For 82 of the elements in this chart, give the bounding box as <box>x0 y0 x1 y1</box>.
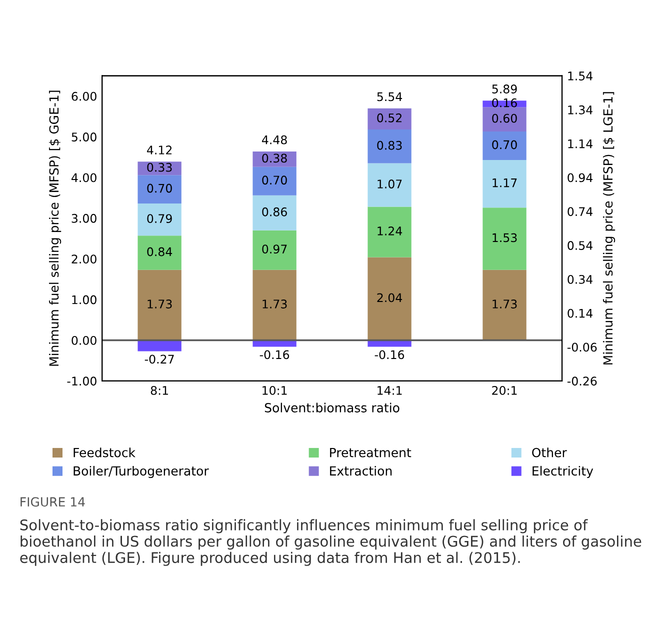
y2-tick-label: 0.14 <box>568 308 593 318</box>
legend-label: Other <box>532 448 567 458</box>
data-label: -0.16 <box>260 350 290 360</box>
y2-tick-label: 0.74 <box>568 207 593 216</box>
bar <box>252 230 296 270</box>
data-label: 0.70 <box>262 176 287 185</box>
y-axis-title: Minimum fuel selling price (MFSP) [$ GGE-1] <box>49 90 62 366</box>
y-tick-label: 6.00 <box>72 92 96 101</box>
legend-label: Pretreatment <box>330 448 412 458</box>
x-tick-label: 10:1 <box>262 386 287 395</box>
bar <box>138 204 182 236</box>
legend-label: Boiler/Turbogenerator <box>74 466 209 478</box>
data-label: 1.24 <box>378 226 402 236</box>
y-tick-label: -1.00 <box>67 376 96 386</box>
data-label: 0.16 <box>492 98 517 108</box>
bar <box>368 163 412 207</box>
y-tick-label: 3.00 <box>72 214 96 223</box>
y2-tick-label: 1.54 <box>568 72 593 80</box>
y-tick-label: 4.00 <box>72 173 96 182</box>
data-label: 0.83 <box>377 140 402 150</box>
y-tick-label: 5.00 <box>72 132 96 142</box>
y2-tick-label: -0.26 <box>567 376 597 386</box>
legend-label: Electricity <box>532 466 594 478</box>
data-label: 1.07 <box>378 180 402 188</box>
bar <box>252 195 296 230</box>
data-label: 1.17 <box>492 178 517 188</box>
x-tick-label: 8:1 <box>150 386 168 395</box>
data-label: 1.73 <box>492 300 517 308</box>
y2-tick-label: 1.34 <box>568 105 593 114</box>
total-label: 4.48 <box>262 135 287 144</box>
bar <box>252 166 296 196</box>
data-label: 0.70 <box>492 140 517 150</box>
bar <box>138 162 182 176</box>
caption: FIGURE 14 <box>20 497 85 507</box>
y2-axis-title: Minimum fuel selling price (MFSP) [$ LGE-1] <box>602 92 616 364</box>
bar <box>482 107 526 132</box>
bar <box>482 132 526 160</box>
total-label: 4.12 <box>146 146 172 154</box>
x-tick-label: 14:1 <box>378 386 402 395</box>
x-axis-title: Solvent:biomass ratio <box>264 402 400 412</box>
legend-label: Extraction <box>330 466 392 476</box>
data-label: 1.73 <box>262 300 287 308</box>
bar <box>482 208 526 270</box>
bar <box>252 151 296 167</box>
data-label: -0.27 <box>144 354 174 364</box>
data-label: 0.52 <box>377 113 402 122</box>
data-label: 0.86 <box>262 207 287 216</box>
x-tick-label: 20:1 <box>492 386 517 395</box>
bar <box>138 175 182 204</box>
legend-label: Feedstock <box>74 448 136 458</box>
y2-tick-label: 0.34 <box>568 274 593 284</box>
data-label: 2.04 <box>377 293 402 302</box>
bar <box>368 257 412 340</box>
data-label: 0.79 <box>147 214 172 224</box>
bar <box>138 236 182 270</box>
bar <box>138 270 182 340</box>
data-label: 0.84 <box>147 247 172 256</box>
total-label: 5.89 <box>492 84 517 94</box>
total-label: 5.54 <box>377 92 402 102</box>
y2-tick-label: 0.54 <box>568 241 593 250</box>
bar <box>368 206 412 258</box>
y2-tick-label: 1.14 <box>568 139 593 148</box>
y2-tick-label: -0.06 <box>567 342 597 352</box>
y2-tick-label: 0.94 <box>568 173 593 182</box>
bar <box>482 160 526 208</box>
y-tick-label: 2.00 <box>72 254 96 264</box>
bar <box>368 108 412 130</box>
bar <box>482 270 526 340</box>
data-label: 0.60 <box>492 114 517 123</box>
data-label: 0.70 <box>147 184 172 193</box>
y-tick-label: 0.00 <box>72 336 96 345</box>
bar <box>138 340 182 352</box>
data-label: 0.33 <box>147 162 172 172</box>
data-label: 0.97 <box>262 244 287 254</box>
text: Solvent-to-biomass ratio significantly influences minimum fuel selling price of bioethanol in US dollars per gallon of gasoline equivalent (GGE) and liters of gasoline equivalent (LGE). Figure produced using data from Han et al. (2015). <box>20 519 642 566</box>
bar <box>368 130 412 164</box>
data-label: -0.16 <box>374 350 404 360</box>
data-label: 1.73 <box>148 300 172 308</box>
data-label: 1.53 <box>492 233 517 242</box>
bar <box>252 270 296 340</box>
y-tick-label: 1.00 <box>72 295 96 304</box>
data-label: 0.38 <box>262 154 287 163</box>
